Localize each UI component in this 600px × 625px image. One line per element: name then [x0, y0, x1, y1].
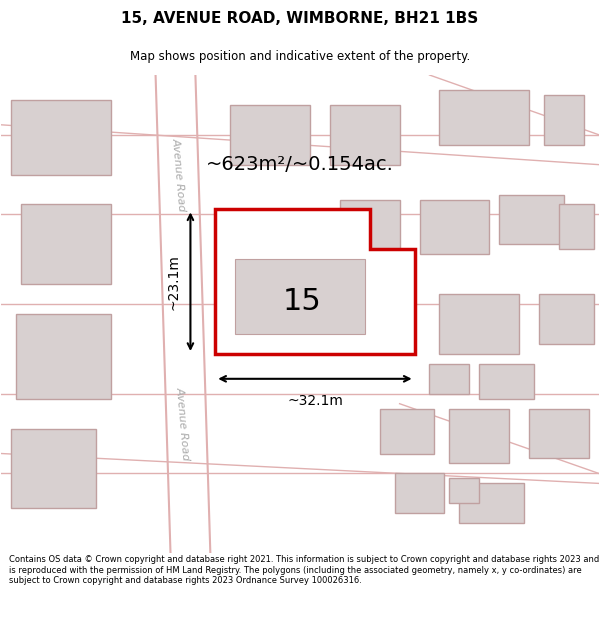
Text: ~623m²/~0.154ac.: ~623m²/~0.154ac. — [206, 155, 394, 174]
Text: Avenue Road: Avenue Road — [174, 386, 191, 461]
Polygon shape — [215, 209, 415, 354]
Text: 15: 15 — [283, 287, 322, 316]
Polygon shape — [499, 194, 564, 244]
Text: Map shows position and indicative extent of the property.: Map shows position and indicative extent… — [130, 50, 470, 62]
Polygon shape — [419, 199, 489, 254]
Text: ~23.1m: ~23.1m — [166, 254, 181, 309]
Polygon shape — [11, 100, 111, 174]
Polygon shape — [544, 95, 584, 145]
Polygon shape — [439, 90, 529, 145]
Polygon shape — [230, 105, 310, 164]
Polygon shape — [539, 294, 594, 344]
Text: 15, AVENUE ROAD, WIMBORNE, BH21 1BS: 15, AVENUE ROAD, WIMBORNE, BH21 1BS — [121, 11, 479, 26]
Polygon shape — [16, 314, 111, 399]
Polygon shape — [449, 478, 479, 503]
Polygon shape — [11, 429, 96, 508]
Polygon shape — [559, 204, 594, 249]
Polygon shape — [479, 364, 534, 399]
Text: ~32.1m: ~32.1m — [287, 394, 343, 408]
Text: Contains OS data © Crown copyright and database right 2021. This information is : Contains OS data © Crown copyright and d… — [9, 555, 599, 585]
Polygon shape — [21, 204, 111, 284]
Polygon shape — [380, 409, 434, 454]
Polygon shape — [460, 483, 524, 523]
Text: Avenue Road: Avenue Road — [170, 138, 187, 212]
Polygon shape — [330, 105, 400, 164]
Polygon shape — [395, 474, 445, 513]
Polygon shape — [430, 364, 469, 394]
Polygon shape — [340, 199, 400, 254]
Polygon shape — [529, 409, 589, 459]
Polygon shape — [449, 409, 509, 464]
Polygon shape — [439, 294, 519, 354]
Polygon shape — [235, 259, 365, 334]
